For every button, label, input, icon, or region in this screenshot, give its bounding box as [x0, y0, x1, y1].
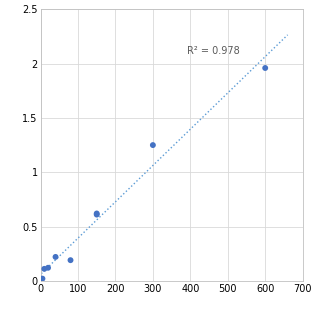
Point — [38, 276, 43, 281]
Point — [53, 254, 58, 259]
Point — [42, 266, 47, 271]
Point — [68, 258, 73, 263]
Point — [263, 66, 268, 71]
Point — [40, 276, 45, 281]
Point — [94, 212, 99, 217]
Point — [150, 143, 155, 148]
Point — [94, 211, 99, 216]
Point — [46, 265, 51, 270]
Text: R² = 0.978: R² = 0.978 — [187, 46, 239, 56]
